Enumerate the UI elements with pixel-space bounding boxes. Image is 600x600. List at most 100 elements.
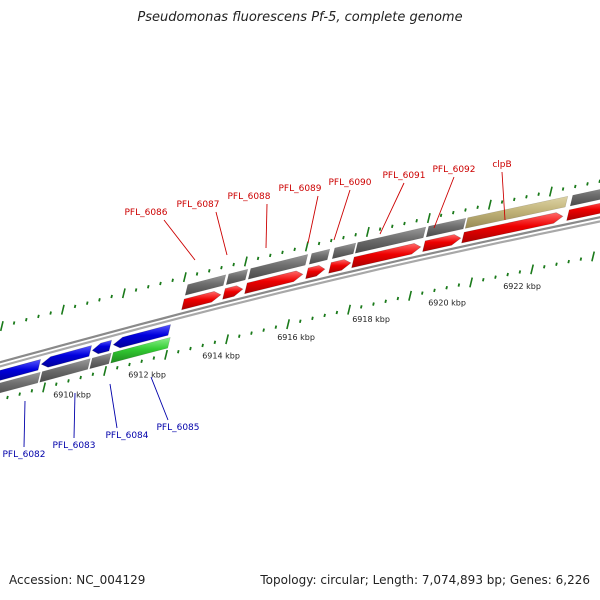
- forward-cds-arrow[interactable]: [351, 243, 422, 269]
- gene-track-segment[interactable]: [464, 195, 569, 229]
- minor-tick: [6, 395, 9, 400]
- minor-tick: [513, 197, 516, 202]
- gene-track-segment[interactable]: [425, 217, 467, 238]
- gene-track-segment[interactable]: [225, 268, 249, 286]
- minor-tick: [18, 392, 21, 396]
- forward-cds-arrow[interactable]: [328, 259, 352, 274]
- gene-track-segment[interactable]: [331, 242, 357, 260]
- minor-tick: [384, 299, 387, 304]
- gene-track-segment[interactable]: [247, 254, 309, 280]
- minor-tick: [574, 184, 577, 189]
- minor-tick: [372, 302, 375, 306]
- gene-track-segment[interactable]: [184, 274, 227, 296]
- minor-tick: [403, 221, 406, 226]
- minor-tick: [201, 343, 204, 348]
- forward-gene-label[interactable]: PFL_6088: [227, 192, 270, 202]
- minor-tick: [317, 241, 321, 246]
- minor-tick: [415, 219, 418, 223]
- genome-summary-text: Topology: circular; Length: 7,074,893 bp…: [260, 573, 590, 587]
- major-tick: [426, 212, 431, 224]
- reverse-gene-label[interactable]: PFL_6084: [105, 431, 148, 441]
- minor-tick: [91, 372, 95, 377]
- tick-label: 6922 kbp: [503, 282, 541, 291]
- minor-tick: [159, 281, 162, 286]
- forward-gene-label[interactable]: PFL_6087: [176, 200, 219, 210]
- forward-gene-label[interactable]: PFL_6091: [382, 171, 425, 181]
- major-tick: [408, 290, 413, 301]
- label-leader-line: [265, 203, 268, 249]
- gene-track-segment[interactable]: [308, 248, 331, 265]
- tick-label: 6910 kbp: [53, 390, 91, 399]
- minor-tick: [269, 253, 272, 258]
- minor-tick: [213, 340, 217, 345]
- minor-tick: [335, 310, 339, 315]
- reverse-cds-arrow[interactable]: [40, 345, 93, 368]
- forward-gene-label[interactable]: clpB: [492, 160, 511, 170]
- minor-tick: [396, 296, 400, 301]
- minor-tick: [30, 389, 34, 393]
- minor-tick: [561, 187, 565, 191]
- tick-label: 6920 kbp: [428, 298, 466, 307]
- forward-gene-label[interactable]: PFL_6092: [432, 165, 475, 175]
- forward-gene-label[interactable]: PFL_6089: [278, 184, 321, 194]
- minor-tick: [147, 284, 150, 289]
- reverse-cds-arrow[interactable]: [0, 358, 42, 382]
- forward-gene-label[interactable]: PFL_6090: [328, 178, 371, 188]
- minor-tick: [421, 291, 424, 295]
- reverse-gene-label[interactable]: PFL_6085: [156, 423, 199, 433]
- minor-tick: [311, 316, 314, 321]
- major-tick: [42, 382, 47, 393]
- reverse-gene-label[interactable]: PFL_6083: [52, 441, 95, 451]
- minor-tick: [579, 257, 583, 261]
- minor-tick: [537, 192, 540, 196]
- minor-tick: [433, 288, 436, 293]
- minor-tick: [140, 359, 143, 364]
- forward-cds-arrow[interactable]: [566, 200, 600, 221]
- minor-tick: [452, 210, 455, 215]
- tick-label: 6916 kbp: [277, 333, 315, 342]
- minor-tick: [445, 285, 448, 290]
- reverse-gene-label[interactable]: PFL_6082: [2, 450, 45, 460]
- forward-cds-arrow[interactable]: [461, 212, 564, 244]
- label-leader-line: [73, 392, 76, 439]
- gene-track-segment[interactable]: [0, 371, 41, 397]
- gene-track-segment[interactable]: [39, 358, 91, 383]
- minor-tick: [73, 304, 77, 309]
- reverse-cds-arrow[interactable]: [112, 324, 172, 349]
- minor-tick: [586, 182, 589, 186]
- gene-track-segment[interactable]: [354, 226, 427, 254]
- forward-cds-arrow[interactable]: [305, 265, 326, 280]
- major-tick: [591, 251, 596, 262]
- forward-cds-arrow[interactable]: [244, 270, 304, 295]
- label-leader-line: [433, 176, 455, 229]
- minor-tick: [482, 278, 485, 282]
- minor-tick: [98, 298, 101, 302]
- rna-gene-bar[interactable]: [110, 337, 171, 364]
- gene-track-segment[interactable]: [569, 186, 600, 207]
- tick-label: 6918 kbp: [352, 315, 390, 324]
- genome-title: Pseudomonas fluorescens Pf-5, complete g…: [137, 10, 463, 25]
- minor-tick: [262, 328, 265, 332]
- minor-tick: [500, 200, 504, 204]
- label-leader-line: [333, 189, 351, 241]
- minor-tick: [457, 283, 461, 287]
- major-tick: [103, 365, 108, 377]
- forward-gene-label[interactable]: PFL_6086: [124, 208, 167, 218]
- gene-track-segment[interactable]: [89, 352, 112, 370]
- minor-tick: [293, 247, 296, 252]
- minor-tick: [208, 269, 211, 273]
- tick-label: 6914 kbp: [202, 351, 240, 360]
- minor-tick: [464, 208, 467, 212]
- major-tick: [347, 304, 352, 315]
- accession-text: Accession: NC_004129: [9, 573, 146, 587]
- minor-tick: [391, 224, 394, 229]
- reverse-cds-arrow[interactable]: [91, 339, 113, 355]
- minor-tick: [274, 325, 278, 329]
- label-leader-line: [379, 182, 405, 235]
- minor-tick: [25, 317, 28, 322]
- forward-cds-arrow[interactable]: [181, 291, 222, 311]
- forward-cds-arrow[interactable]: [222, 285, 244, 300]
- forward-cds-arrow[interactable]: [422, 234, 462, 252]
- minor-tick: [128, 362, 131, 367]
